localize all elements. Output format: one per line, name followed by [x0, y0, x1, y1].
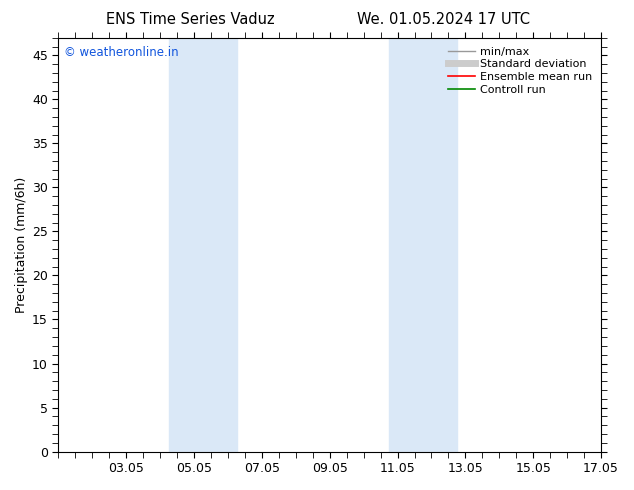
- Y-axis label: Precipitation (mm/6h): Precipitation (mm/6h): [15, 176, 28, 313]
- Text: We. 01.05.2024 17 UTC: We. 01.05.2024 17 UTC: [358, 12, 530, 27]
- Text: ENS Time Series Vaduz: ENS Time Series Vaduz: [106, 12, 275, 27]
- Bar: [169, 38, 236, 452]
- Text: © weatheronline.in: © weatheronline.in: [64, 46, 179, 59]
- Bar: [389, 38, 457, 452]
- Legend: min/max, Standard deviation, Ensemble mean run, Controll run: min/max, Standard deviation, Ensemble me…: [444, 43, 595, 98]
